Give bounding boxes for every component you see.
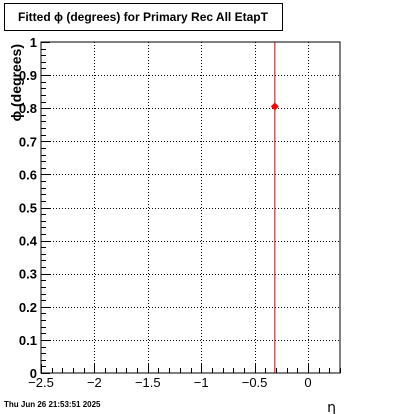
y-tick-label: 1 bbox=[30, 35, 37, 50]
y-tick-label: 0.4 bbox=[19, 234, 38, 249]
y-tick-label: 0.8 bbox=[19, 101, 37, 116]
y-tick-label: 0.5 bbox=[19, 201, 37, 216]
data-layer bbox=[270, 42, 279, 373]
y-tick-label: 0.2 bbox=[19, 300, 37, 315]
plot-frame bbox=[40, 41, 341, 374]
y-tick-label: 0 bbox=[30, 366, 37, 381]
x-tick-label: −2.5 bbox=[28, 375, 54, 390]
tick-labels: −2.5 −2 −1.5 −1 −0.5 0 0 0.1 0.2 0.3 0.4 0.5 0.6 0.7 0… bbox=[19, 35, 312, 390]
y-tick-label: 0.9 bbox=[19, 68, 37, 83]
timestamp: Thu Jun 26 21:53:51 2025 bbox=[4, 400, 101, 409]
x-tick-label: −1.5 bbox=[135, 375, 161, 390]
x-tick-label: −2 bbox=[87, 375, 102, 390]
chart-title: Fitted ϕ (degrees) for Primary Rec All E… bbox=[4, 3, 283, 31]
data-point bbox=[270, 102, 279, 111]
y-tick-label: 0.7 bbox=[19, 134, 37, 149]
y-tick-label: 0.3 bbox=[19, 267, 37, 282]
axis-ticks bbox=[41, 42, 341, 374]
x-tick-label: −1 bbox=[194, 375, 209, 390]
y-tick-label: 0.1 bbox=[19, 333, 37, 348]
x-tick-label: 0 bbox=[304, 375, 311, 390]
x-axis-label: η bbox=[327, 400, 336, 414]
y-axis-label: ϕ (degrees) bbox=[8, 44, 24, 121]
y-tick-label: 0.6 bbox=[19, 167, 37, 182]
x-tick-label: −0.5 bbox=[242, 375, 268, 390]
grid bbox=[41, 42, 340, 373]
